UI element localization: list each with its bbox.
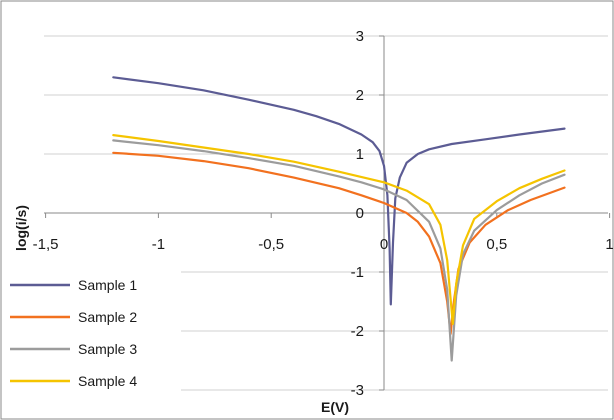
y-tick-label: -3 — [351, 382, 364, 399]
legend-label-3: Sample 3 — [78, 341, 137, 357]
x-axis-title: E(V) — [321, 399, 349, 415]
y-tick-label: -2 — [351, 323, 364, 340]
y-tick-label: 0 — [356, 205, 364, 222]
y-tick-label: 1 — [356, 146, 364, 163]
legend-label-4: Sample 4 — [78, 373, 137, 389]
legend-background — [3, 268, 181, 394]
legend-label-1: Sample 1 — [78, 277, 137, 293]
x-tick-label: -0,5 — [258, 236, 284, 253]
y-tick-label: 2 — [356, 87, 364, 104]
x-tick-label: 0 — [380, 236, 388, 253]
x-tick-label: -1,5 — [33, 236, 59, 253]
x-tick-label: 1 — [605, 236, 613, 253]
y-tick-label: 3 — [356, 28, 364, 45]
series-line-2 — [112, 151, 566, 335]
legend: Sample 1 Sample 2 Sample 3 Sample 4 — [3, 268, 181, 394]
y-axis-title: log(i/s) — [13, 205, 29, 251]
series-line-3 — [112, 139, 566, 362]
y-tick-label: -1 — [351, 264, 364, 281]
x-tick-label: -1 — [152, 236, 165, 253]
series-line-4 — [112, 134, 566, 325]
legend-label-2: Sample 2 — [78, 309, 137, 325]
series-layer — [112, 76, 566, 362]
series-line-1 — [112, 76, 566, 306]
x-tick-label: 0,5 — [486, 236, 507, 253]
axes — [44, 35, 611, 391]
tick-labels: -1,5 -1 -0,5 0 0,5 1 -3 -2 -1 0 1 2 3 — [33, 28, 614, 399]
